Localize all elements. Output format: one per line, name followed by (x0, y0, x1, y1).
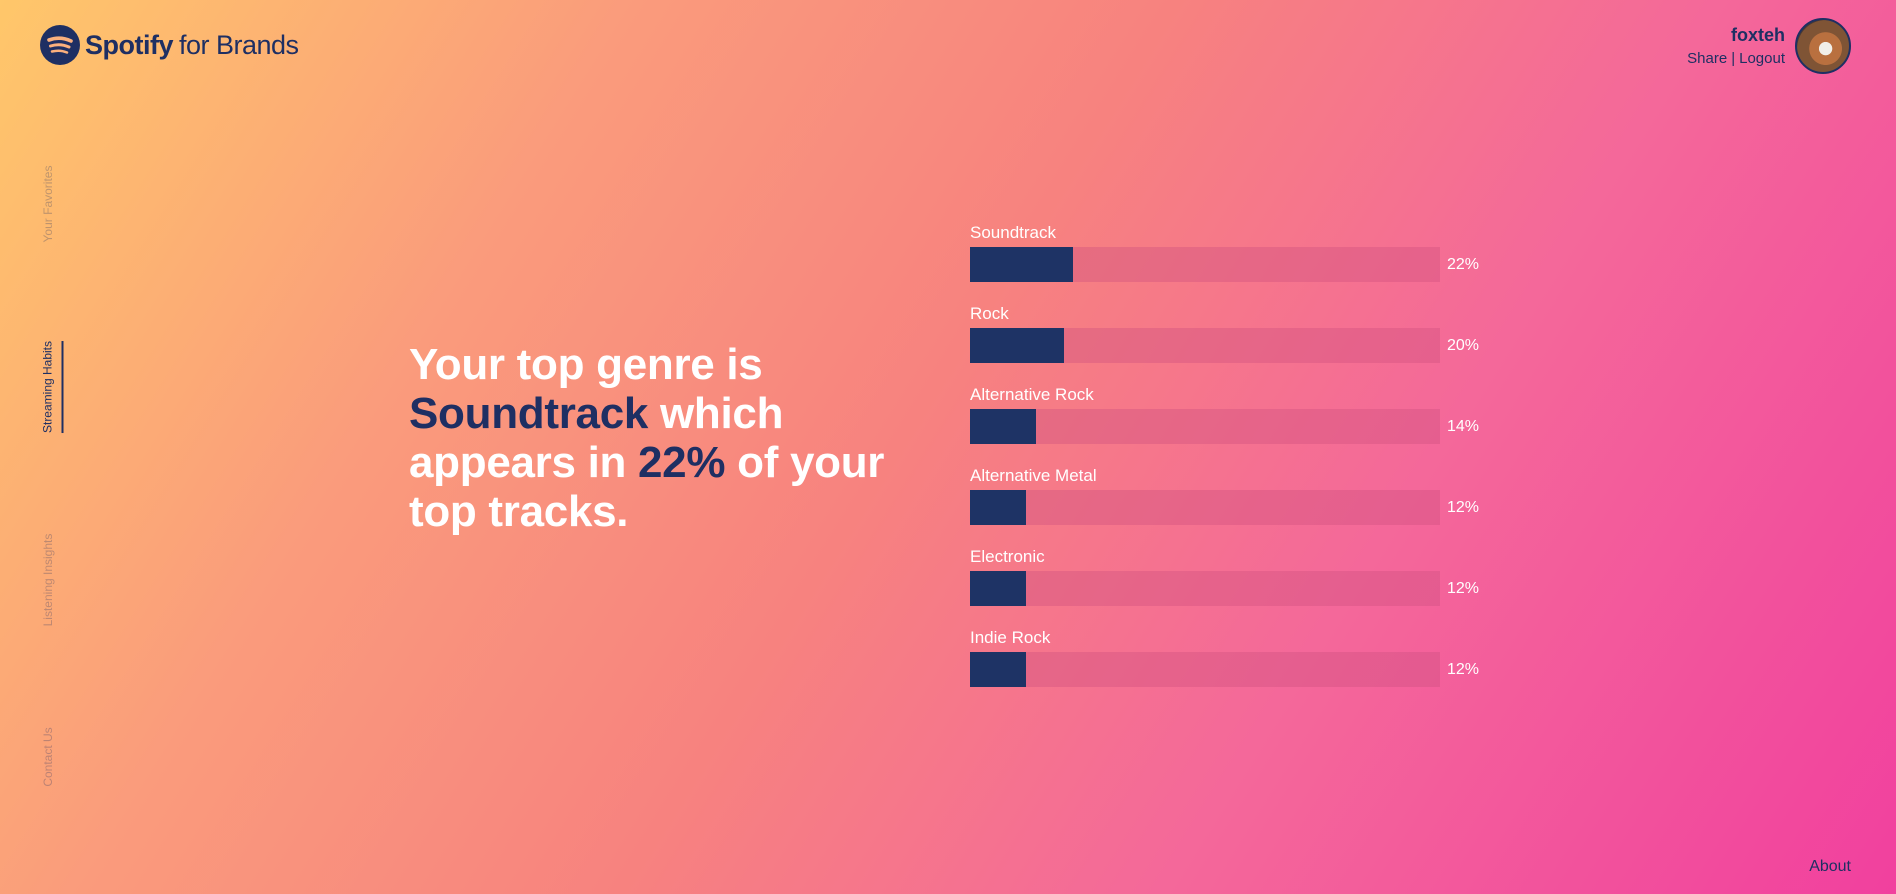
user-links: Share | Logout (1687, 49, 1785, 69)
headline-genre: Soundtrack (409, 389, 649, 438)
username: foxteh (1731, 24, 1785, 45)
headline-text-1: Your top genre is (409, 340, 763, 389)
genre-bar-track (970, 571, 1440, 606)
about-link[interactable]: About (1809, 858, 1851, 875)
genre-bar (970, 571, 1026, 606)
genre-bar-track (970, 490, 1440, 525)
genre-label: Alternative Metal (970, 466, 1097, 485)
logo-brand: Spotify (85, 29, 174, 60)
nav-item-contact-us[interactable]: Contact Us (41, 727, 55, 787)
genre-bar-track (970, 409, 1440, 444)
genre-bar-track (970, 652, 1440, 687)
nav-item-your-favorites[interactable]: Your Favorites (41, 165, 55, 243)
top-genre-headline: Your top genre is Soundtrack which appea… (409, 340, 909, 536)
link-separator: | (1731, 49, 1736, 67)
genre-percent-label: 12% (1447, 499, 1480, 516)
logout-link[interactable]: Logout (1739, 49, 1785, 67)
genre-bar (970, 652, 1026, 687)
genre-label: Soundtrack (970, 223, 1056, 242)
genre-bar (970, 328, 1064, 363)
genre-percent-label: 12% (1447, 580, 1480, 597)
genre-label: Indie Rock (970, 628, 1051, 647)
headline-percent: 22% (638, 438, 726, 487)
genre-percent-label: 22% (1447, 256, 1480, 273)
spotify-for-brands-logo[interactable]: Spotify for Brands (40, 25, 299, 65)
logo-suffix: for Brands (179, 29, 299, 60)
genre-percent-label: 12% (1447, 661, 1480, 678)
headline-text-2: which appears in (409, 389, 784, 487)
genre-label: Alternative Rock (970, 385, 1094, 404)
genre-bar (970, 490, 1026, 525)
spotify-logo-icon (40, 25, 80, 65)
genre-bar (970, 409, 1036, 444)
nav-item-streaming-habits[interactable]: Streaming Habits (40, 340, 64, 434)
logo-wordmark: Spotify for Brands (85, 30, 299, 61)
genre-bar-track (970, 328, 1440, 363)
user-meta: foxteh Share | Logout (1687, 24, 1785, 69)
headline-text-3: of your top tracks. (409, 438, 885, 536)
share-link[interactable]: Share (1687, 49, 1728, 67)
user-menu: foxteh Share | Logout (1687, 18, 1851, 74)
genre-percent-label: 20% (1447, 337, 1480, 354)
nav-item-listening-insights[interactable]: Listening Insights (41, 533, 55, 627)
genre-bar (970, 247, 1073, 282)
genre-percent-label: 14% (1447, 418, 1480, 435)
genre-label: Rock (970, 304, 1009, 323)
avatar[interactable] (1795, 18, 1851, 74)
genre-label: Electronic (970, 547, 1045, 566)
genre-bar-track (970, 247, 1440, 282)
